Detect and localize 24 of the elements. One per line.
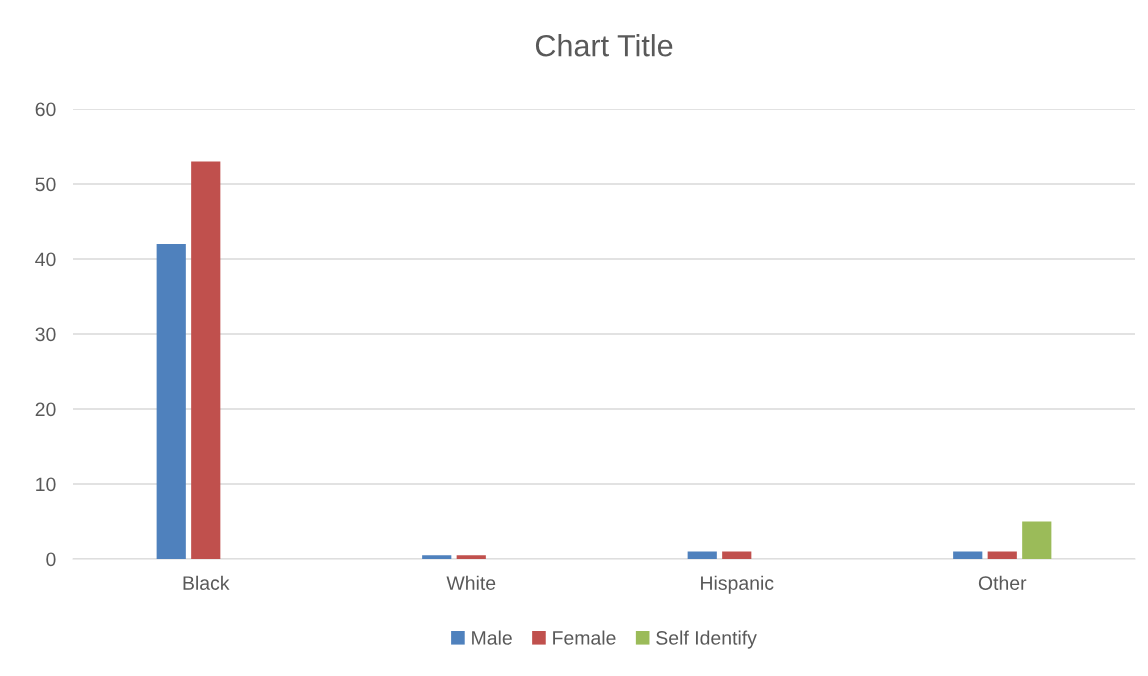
bar (191, 161, 221, 559)
chart-title: Chart Title (535, 34, 673, 57)
bar (722, 551, 752, 559)
x-tick-label: Other (978, 575, 1027, 590)
bar (1022, 521, 1052, 559)
y-tick-label: 60 (35, 102, 56, 117)
y-tick-label: 10 (36, 477, 56, 492)
y-tick-label: 20 (35, 402, 56, 417)
bar (987, 551, 1017, 559)
y-tick-label: 40 (35, 252, 56, 267)
bar (422, 555, 452, 559)
bar (687, 551, 717, 559)
bar (456, 555, 486, 559)
y-tick-label: 0 (46, 552, 56, 567)
y-tick-label: 50 (35, 177, 56, 192)
bar (953, 551, 983, 559)
legend-label: Male (472, 630, 512, 645)
x-tick-label: Black (183, 575, 230, 590)
y-tick-label: 30 (35, 327, 56, 342)
legend-label: Female (553, 630, 616, 645)
legend-label: Self Identify (656, 630, 757, 649)
x-tick-label: Hispanic (701, 575, 774, 594)
x-tick-label: White (446, 575, 496, 590)
bar (156, 244, 186, 559)
